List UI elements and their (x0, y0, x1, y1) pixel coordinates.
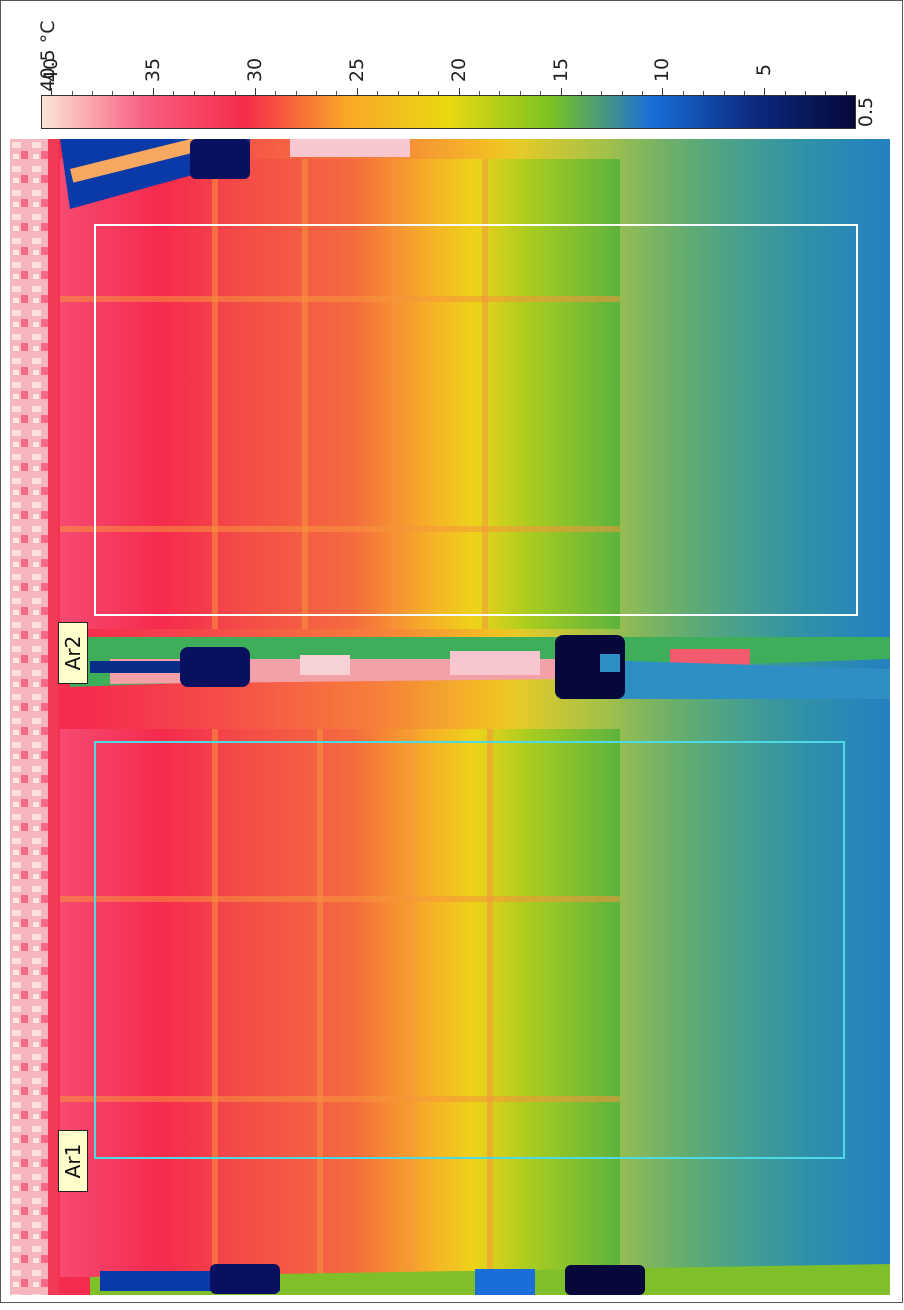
scale-tick (254, 88, 256, 95)
scale-minor-tick (621, 91, 623, 95)
scale-tick (458, 88, 460, 95)
scale-tick (764, 88, 766, 95)
scale-tick-label: 5 (753, 63, 776, 77)
scale-minor-tick (703, 91, 705, 95)
scale-minor-tick (805, 91, 807, 95)
scale-tick (560, 88, 562, 95)
scale-tick-label: 30 (243, 57, 266, 83)
scale-minor-tick (295, 91, 297, 95)
scale-minor-tick (540, 91, 542, 95)
scale-minor-tick (743, 91, 745, 95)
scale-tick (153, 88, 155, 95)
scale-minor-tick (173, 91, 175, 95)
roi-label-ar1[interactable]: Ar1 (58, 1130, 88, 1192)
scale-minor-tick (316, 91, 318, 95)
thermal-image (10, 139, 890, 1295)
scale-minor-tick (784, 91, 786, 95)
scale-minor-tick (397, 91, 399, 95)
scale-minor-tick (377, 91, 379, 95)
scale-minor-tick (214, 91, 216, 95)
scale-tick (356, 88, 358, 95)
scale-tick (662, 88, 664, 95)
scale-minor-tick (723, 91, 725, 95)
scale-minor-tick (580, 91, 582, 95)
scale-minor-tick (193, 91, 195, 95)
scale-minor-tick (112, 91, 114, 95)
scale-tick-label: 25 (345, 57, 368, 83)
colorbar (41, 95, 856, 129)
scale-minor-tick (336, 91, 338, 95)
scale-minor-tick (234, 91, 236, 95)
scale-tick (51, 88, 53, 95)
scale-minor-tick (519, 91, 521, 95)
scale-tick-label: 20 (447, 57, 470, 83)
scale-tick-label: 15 (549, 57, 572, 83)
scale-tick-label: 10 (651, 57, 674, 83)
scale-minor-tick (132, 91, 134, 95)
scale-minor-tick (601, 91, 603, 95)
scale-minor-tick (682, 91, 684, 95)
scale-tick-label: 35 (142, 57, 165, 83)
scale-minor-tick (438, 91, 440, 95)
temperature-scale: 40.5 °C 40 35 30 25 20 15 10 5 0.5 (0, 0, 904, 135)
scale-minor-tick (499, 91, 501, 95)
scale-minor-tick (825, 91, 827, 95)
roi-label-ar2[interactable]: Ar2 (58, 622, 88, 684)
scale-minor-tick (479, 91, 481, 95)
scale-minor-tick (642, 91, 644, 95)
scale-tick-label: 40 (40, 57, 63, 83)
scale-minor-tick (417, 91, 419, 95)
scale-minor-tick (71, 91, 73, 95)
scale-min-label: 0.5 (855, 96, 877, 128)
scale-minor-tick (91, 91, 93, 95)
scale-minor-tick (845, 91, 847, 95)
scale-minor-tick (275, 91, 277, 95)
